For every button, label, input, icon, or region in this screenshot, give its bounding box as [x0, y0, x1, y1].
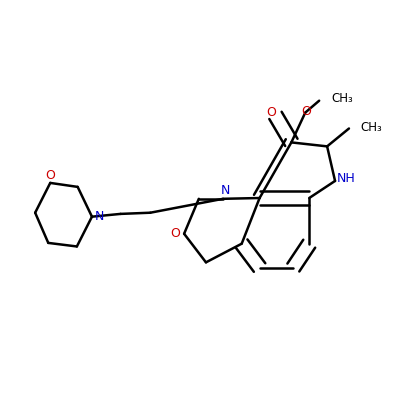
- Text: CH₃: CH₃: [360, 121, 382, 134]
- Text: N: N: [95, 210, 104, 223]
- Text: O: O: [45, 169, 55, 182]
- Text: O: O: [302, 105, 311, 118]
- Text: N: N: [220, 184, 230, 197]
- Text: O: O: [266, 106, 276, 119]
- Text: O: O: [170, 227, 180, 240]
- Text: CH₃: CH₃: [331, 92, 353, 105]
- Text: NH: NH: [337, 172, 356, 186]
